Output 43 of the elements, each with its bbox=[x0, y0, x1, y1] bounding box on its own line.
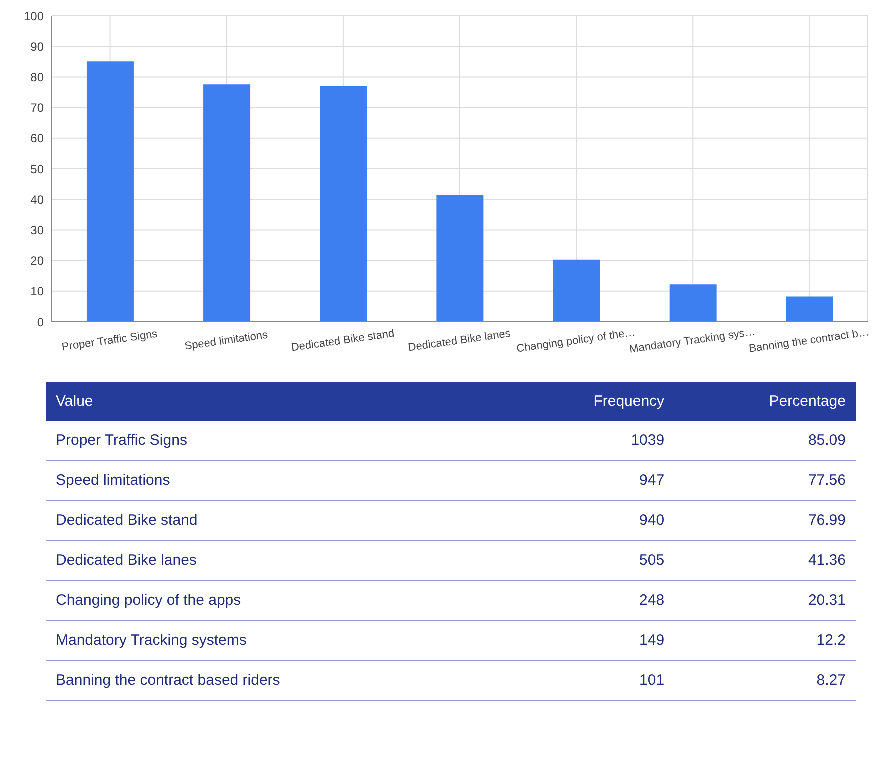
category-label: Proper Traffic Signs bbox=[46, 421, 504, 460]
category-label: Dedicated Bike stand bbox=[46, 500, 504, 540]
bar bbox=[320, 86, 368, 322]
data-label: 248 bbox=[504, 580, 675, 620]
data-label: 77.56 bbox=[674, 460, 856, 500]
data-label: 12.2 bbox=[674, 620, 856, 660]
category-label: Changing policy of the apps bbox=[46, 580, 504, 620]
data-label: 20.31 bbox=[674, 580, 856, 620]
y-tick-label: 80 bbox=[30, 70, 44, 84]
bar bbox=[670, 284, 717, 322]
data-label: 149 bbox=[504, 620, 675, 660]
bar bbox=[204, 84, 251, 322]
y-tick-label: 20 bbox=[30, 254, 44, 268]
category-label: Dedicated Bike lanes bbox=[46, 540, 504, 580]
bar bbox=[786, 296, 834, 322]
data-label: 947 bbox=[504, 460, 675, 500]
data-label: 8.27 bbox=[674, 660, 856, 700]
x-tick-label: Speed limitations bbox=[184, 329, 270, 353]
bar bbox=[553, 260, 600, 322]
category-label: Mandatory Tracking systems bbox=[46, 620, 504, 660]
y-tick-label: 90 bbox=[30, 40, 44, 54]
data-label: 76.99 bbox=[674, 500, 856, 540]
data-label: 505 bbox=[504, 540, 675, 580]
data-label: 940 bbox=[504, 500, 675, 540]
category-label: Speed limitations bbox=[46, 460, 504, 500]
bar bbox=[86, 62, 134, 322]
data-label: 85.09 bbox=[674, 421, 856, 460]
y-tick-label: 50 bbox=[30, 162, 44, 176]
x-tick-label: Proper Traffic Signs bbox=[61, 328, 159, 354]
x-tick-label: Dedicated Bike stand bbox=[290, 328, 396, 354]
bar bbox=[436, 195, 484, 322]
data-label: 41.36 bbox=[674, 540, 856, 580]
y-tick-label: 30 bbox=[30, 223, 44, 238]
y-tick-label: 100 bbox=[24, 9, 44, 24]
x-tick-label: Dedicated Bike lanes bbox=[408, 328, 512, 354]
category-label: Banning the contract based riders bbox=[46, 660, 504, 700]
y-tick-label: 70 bbox=[30, 101, 44, 116]
y-tick-label: 0 bbox=[37, 315, 44, 330]
y-tick-label: 10 bbox=[30, 284, 44, 299]
y-tick-label: 40 bbox=[30, 192, 44, 207]
data-label: 101 bbox=[504, 660, 675, 700]
y-tick-label: 60 bbox=[30, 132, 44, 146]
data-label: 1039 bbox=[504, 421, 675, 460]
